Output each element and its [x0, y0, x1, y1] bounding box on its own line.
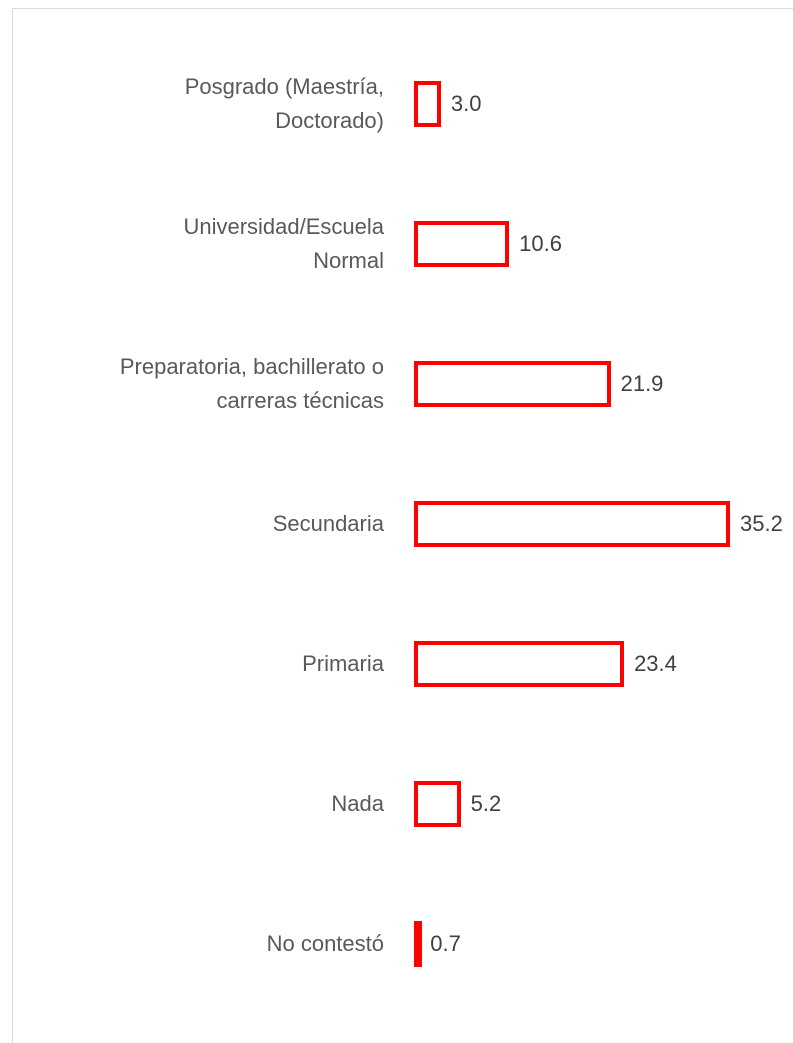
category-label: Secundaria — [272, 511, 384, 536]
bar — [414, 81, 441, 127]
bar — [414, 221, 510, 267]
data-label: 23.4 — [634, 651, 677, 676]
data-label: 10.6 — [519, 231, 562, 256]
bar — [414, 361, 611, 407]
bar — [414, 921, 422, 967]
category-label: Posgrado (Maestría, Doctorado) — [184, 74, 384, 133]
data-label: 5.2 — [470, 791, 502, 816]
category-label: No contestó — [266, 931, 384, 956]
data-label: 21.9 — [620, 371, 664, 396]
category-label: Primaria — [302, 651, 384, 676]
category-label: Nada — [331, 791, 384, 816]
bar — [414, 501, 730, 547]
bar — [414, 781, 461, 827]
bar — [414, 641, 625, 687]
category-label: Universidad/Escuela Normal — [183, 214, 384, 273]
data-label: 0.7 — [430, 931, 461, 956]
chart-frame — [12, 8, 793, 1043]
data-label: 35.2 — [740, 511, 783, 536]
category-label: Preparatoria, bachillerato o carreras té… — [119, 354, 384, 413]
data-label: 3.0 — [450, 91, 482, 116]
